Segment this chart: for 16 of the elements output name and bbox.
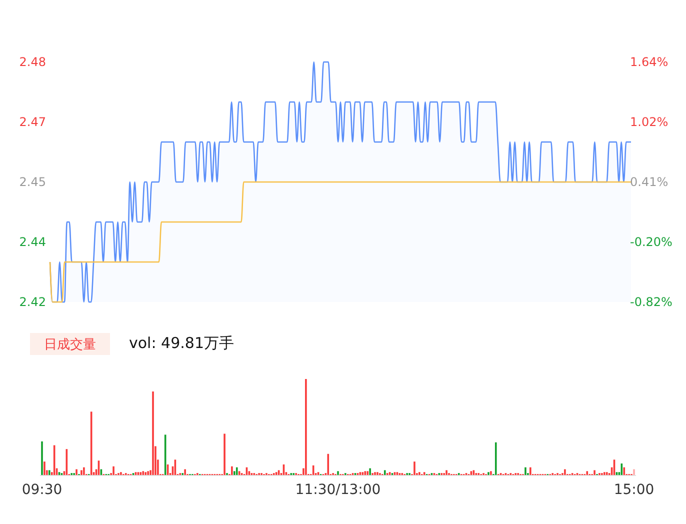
y-tick-label: 2.48 [19,55,46,70]
y-tick-label: 2.44 [19,235,46,250]
y2-tick-label: -0.20% [630,235,672,250]
x-tick-label: 09:30 [22,482,62,498]
y2-tick-label: 1.64% [630,55,668,70]
y2-tick-label: 0.41% [630,175,668,190]
y2-tick-label: 1.02% [630,115,668,130]
y-tick-label: 2.47 [19,115,46,130]
chart-subtitle: vol: 49.81万手 [129,334,234,352]
y-tick-label: 2.42 [19,295,46,310]
x-tick-label: 15:00 [614,482,654,498]
chart-title: 日成交量 [44,336,96,353]
y-tick-label: 2.45 [19,175,46,190]
line-series [49,181,632,303]
y2-tick-label: -0.82% [630,295,672,310]
x-tick-label: 11:30/13:00 [295,482,381,498]
